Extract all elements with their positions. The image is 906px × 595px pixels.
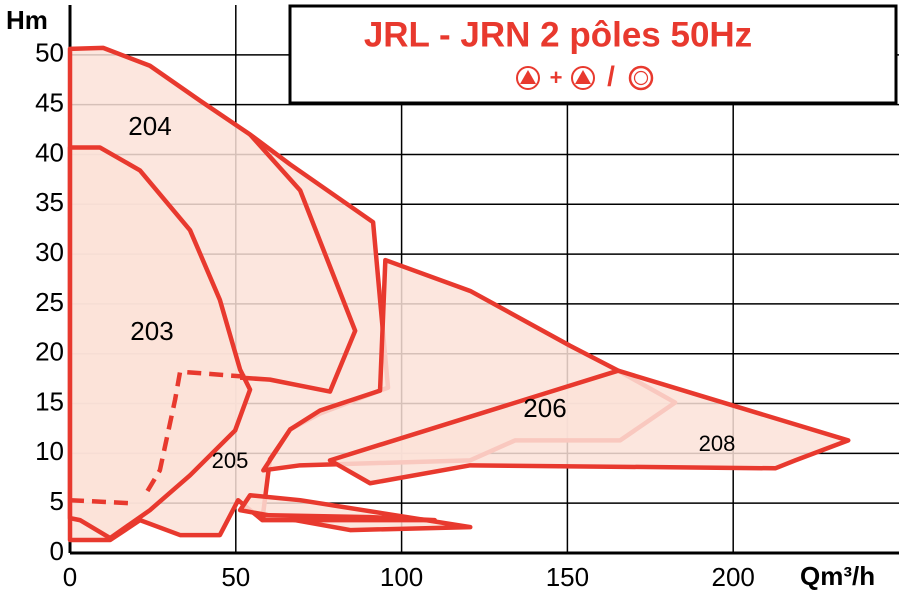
pump-region [237, 492, 473, 533]
subtitle-slash: / [607, 60, 615, 91]
pump-region [69, 497, 131, 506]
y-tick-label: 50 [35, 38, 64, 68]
y-tick-label: 35 [35, 187, 64, 217]
region-label: 208 [699, 431, 736, 456]
y-tick-label: 20 [35, 337, 64, 367]
y-tick-label: 30 [35, 237, 64, 267]
y-tick-label: 25 [35, 287, 64, 317]
region-label: 204 [128, 111, 171, 141]
x-tick-label: 0 [63, 562, 77, 592]
region-label: 205 [212, 448, 249, 473]
y-tick-label: 5 [50, 486, 64, 516]
region-label: 206 [523, 393, 566, 423]
regions: 204 206 208 205 203 [67, 45, 851, 543]
pump-icon-triangle [520, 70, 536, 84]
pump-region [143, 369, 246, 497]
pump-region [67, 145, 253, 541]
y-tick-label: 15 [35, 386, 64, 416]
pump-icon-triangle [575, 70, 591, 84]
pump-region [239, 133, 358, 394]
motor-icon-inner [633, 70, 649, 86]
pump-region [261, 512, 438, 523]
y-axis-label: Hm [6, 5, 48, 35]
subtitle-plus: + [550, 65, 563, 90]
pump-region [327, 368, 851, 486]
x-tick-label: 200 [712, 562, 755, 592]
region-label: 203 [130, 316, 173, 346]
y-tick-label: 40 [35, 137, 64, 167]
y-tick-label: 0 [50, 536, 64, 566]
x-tick-label: 50 [221, 562, 250, 592]
x-tick-label: 100 [380, 562, 423, 592]
chart-title: JRL - JRN 2 pôles 50Hz [364, 15, 752, 54]
x-tick-label: 150 [546, 562, 589, 592]
title-box: JRL - JRN 2 pôles 50Hz + / [288, 4, 898, 105]
y-tick-label: 10 [35, 436, 64, 466]
x-axis-label: Qm³/h [800, 561, 875, 591]
y-tick-label: 45 [35, 88, 64, 118]
title-frame [288, 4, 898, 105]
